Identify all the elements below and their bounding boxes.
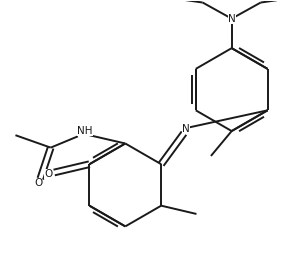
Text: O: O xyxy=(34,178,42,188)
Text: N: N xyxy=(228,14,235,24)
Text: NH: NH xyxy=(77,126,93,136)
Text: N: N xyxy=(182,123,190,134)
Text: O: O xyxy=(44,169,53,179)
